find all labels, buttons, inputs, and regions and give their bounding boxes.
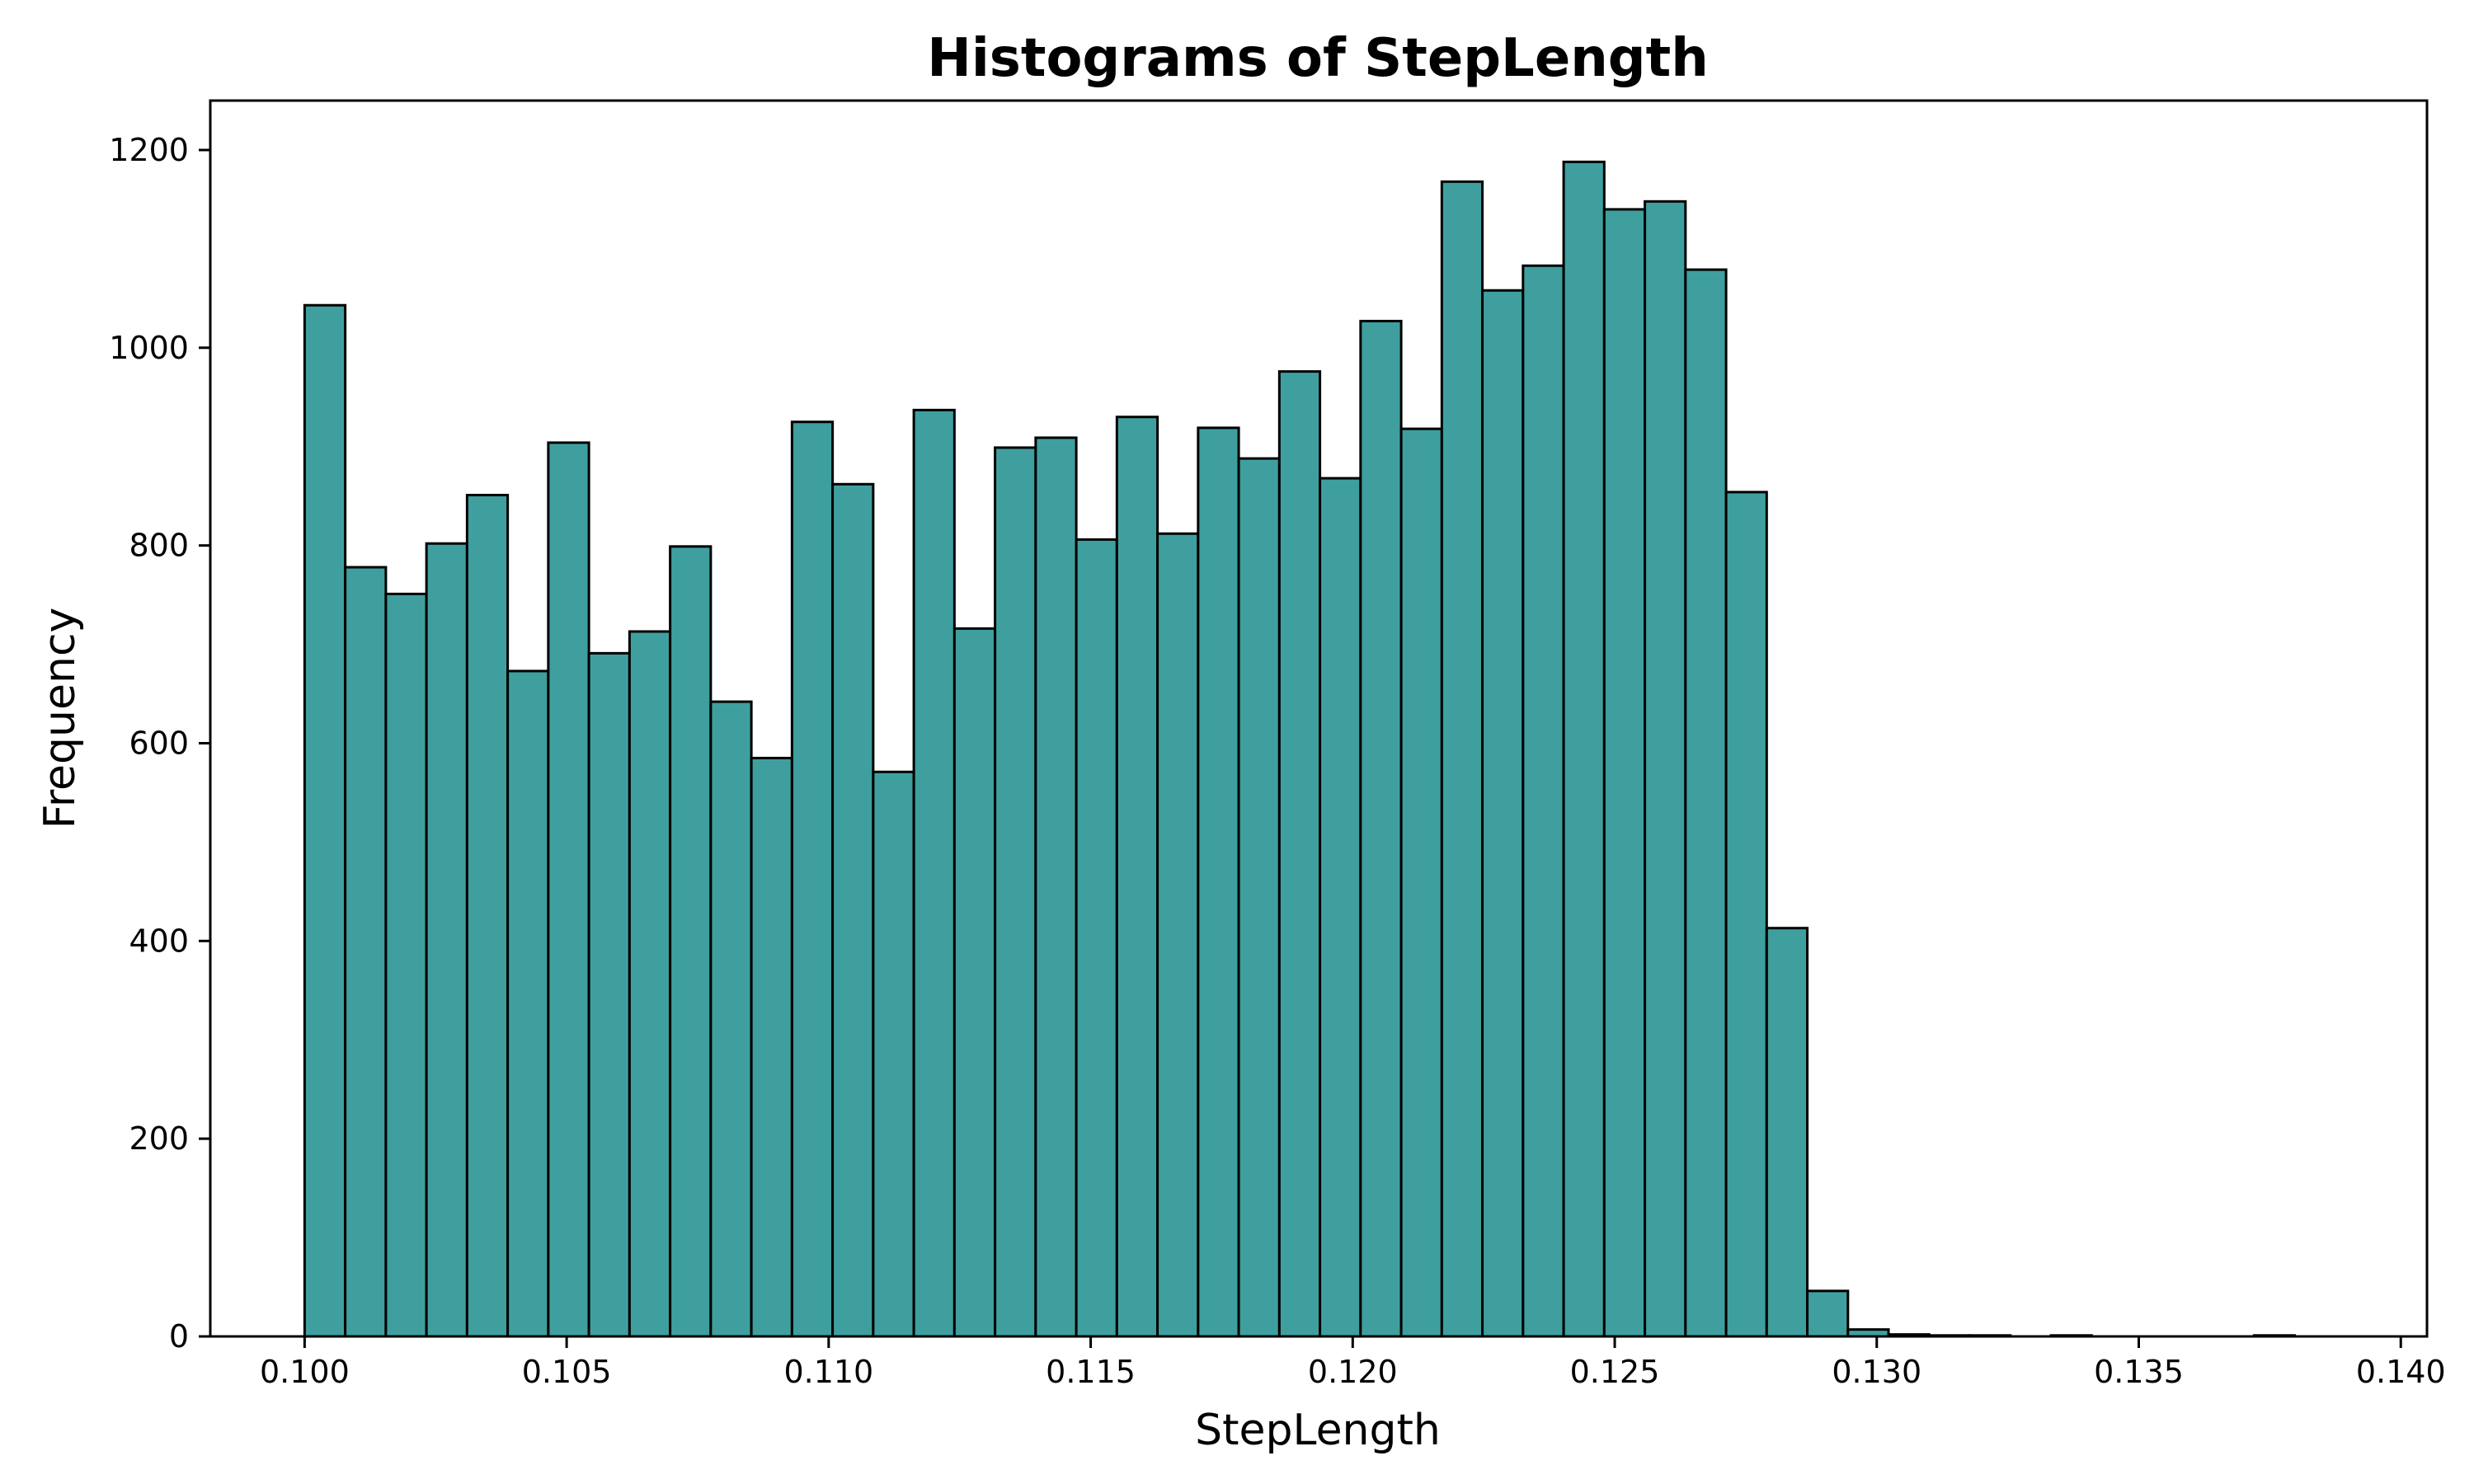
y-axis: 0 200 400 600 800 1000 1200 [109, 132, 210, 1355]
histogram-bar [1481, 289, 1525, 1338]
x-tick-label: 0.105 [522, 1354, 612, 1390]
histogram-bar [709, 700, 753, 1338]
y-tick-label: 200 [129, 1120, 189, 1157]
x-tick-label: 0.115 [1046, 1354, 1136, 1390]
histogram-bar [790, 420, 835, 1338]
histogram-bar [750, 756, 793, 1338]
y-tick-label: 800 [129, 528, 189, 564]
histogram-bar [547, 441, 590, 1338]
y-tick-label: 400 [129, 923, 189, 959]
histogram-bar [1724, 491, 1768, 1338]
histogram-bar [1399, 427, 1443, 1338]
histogram-bar [1440, 180, 1484, 1338]
y-axis-label: Frequency [35, 608, 85, 829]
histogram-bar [384, 592, 428, 1338]
histogram-bar [303, 303, 347, 1338]
histogram-bar [1237, 457, 1281, 1338]
histogram-bar [425, 542, 468, 1338]
histogram-bar [1522, 264, 1565, 1338]
y-tick-label: 0 [169, 1318, 189, 1355]
histogram-bar [1319, 477, 1362, 1338]
x-tick-label: 0.130 [1832, 1354, 1921, 1390]
x-tick-label: 0.135 [2094, 1354, 2184, 1390]
x-tick-label: 0.120 [1308, 1354, 1398, 1390]
y-tick-label: 600 [129, 725, 189, 761]
histogram-bar [1359, 319, 1403, 1338]
histogram-bar [1644, 200, 1687, 1338]
histogram-bar [1034, 436, 1078, 1338]
histogram-bar [1562, 160, 1606, 1338]
histogram-bar [994, 446, 1037, 1338]
histogram-bar [912, 408, 956, 1338]
histogram-bar [1806, 1289, 1850, 1338]
histogram-bar [1684, 268, 1728, 1338]
histogram-bar [1075, 538, 1118, 1338]
histogram-bar [1765, 927, 1809, 1338]
x-tick-label: 0.100 [260, 1354, 350, 1390]
histogram-bar [465, 493, 510, 1338]
histogram-bar [1156, 532, 1200, 1338]
histogram-bar [587, 651, 631, 1338]
x-axis: 0.100 0.105 0.110 0.115 0.120 0.125 0.130 0.135… [260, 1336, 2446, 1390]
histogram-bar [872, 770, 915, 1338]
plot-frame [209, 99, 2429, 1338]
histogram-bar [669, 545, 713, 1338]
histogram-bar [1277, 370, 1322, 1338]
y-tick-label: 1200 [109, 132, 189, 168]
histogram-bar [952, 627, 997, 1338]
histogram-bar [1197, 426, 1240, 1338]
histogram-bar [831, 482, 875, 1338]
histogram-bar [506, 669, 550, 1338]
x-tick-label: 0.110 [783, 1354, 873, 1390]
histogram-bar [628, 630, 672, 1338]
histogram-bar [1115, 416, 1159, 1338]
chart-title: Histograms of StepLength [927, 28, 1709, 89]
y-tick-label: 1000 [109, 330, 189, 366]
histogram-bar [1602, 208, 1647, 1338]
x-tick-label: 0.125 [1570, 1354, 1660, 1390]
histogram-bars [303, 160, 2297, 1338]
x-tick-label: 0.140 [2356, 1354, 2446, 1390]
x-axis-label: StepLength [1195, 1406, 1441, 1455]
histogram-bar [344, 566, 388, 1338]
